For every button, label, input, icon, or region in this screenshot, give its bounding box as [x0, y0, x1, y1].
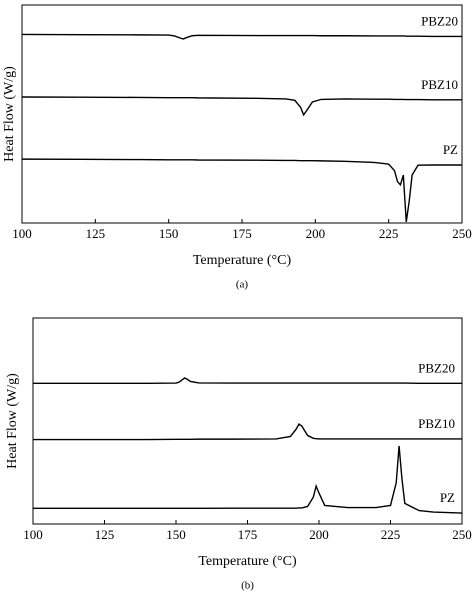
plot-frame — [32, 317, 463, 525]
x-tick-label: 150 — [159, 226, 179, 241]
curve — [33, 423, 462, 441]
series-label: PBZ20 — [418, 360, 455, 375]
series-label: PBZ20 — [421, 13, 458, 28]
x-tick-label: 100 — [12, 226, 32, 241]
x-axis-label: Temperature (°C) — [193, 253, 292, 268]
curve — [21, 96, 462, 117]
curve — [21, 33, 462, 40]
caption: (a) — [236, 279, 249, 291]
x-tick-label: 200 — [309, 527, 329, 542]
x-tick-label: 125 — [95, 527, 115, 542]
x-tick-label: 225 — [379, 226, 399, 241]
y-axis-label: Heat Flow (W/g) — [2, 66, 17, 162]
y-axis-label: Heat Flow (W/g) — [5, 373, 20, 469]
series-label: PZ — [443, 142, 458, 157]
curve — [33, 445, 463, 514]
x-tick-label: 125 — [86, 226, 106, 241]
series-label: PBZ10 — [421, 77, 458, 92]
x-tick-label: 100 — [23, 527, 43, 542]
curve — [33, 377, 462, 384]
caption: (b) — [241, 580, 254, 592]
x-tick-label: 250 — [452, 527, 472, 542]
x-tick-label: 175 — [238, 527, 258, 542]
curve — [21, 158, 462, 223]
x-tick-label: 250 — [452, 226, 472, 241]
x-axis-label: Temperature (°C) — [198, 554, 297, 569]
series-label: PZ — [440, 490, 455, 505]
x-tick-label: 200 — [306, 226, 326, 241]
x-tick-label: 175 — [232, 226, 252, 241]
plot-frame — [21, 4, 463, 224]
x-tick-label: 150 — [166, 527, 186, 542]
x-tick-label: 225 — [381, 527, 401, 542]
series-label: PBZ10 — [418, 416, 455, 431]
